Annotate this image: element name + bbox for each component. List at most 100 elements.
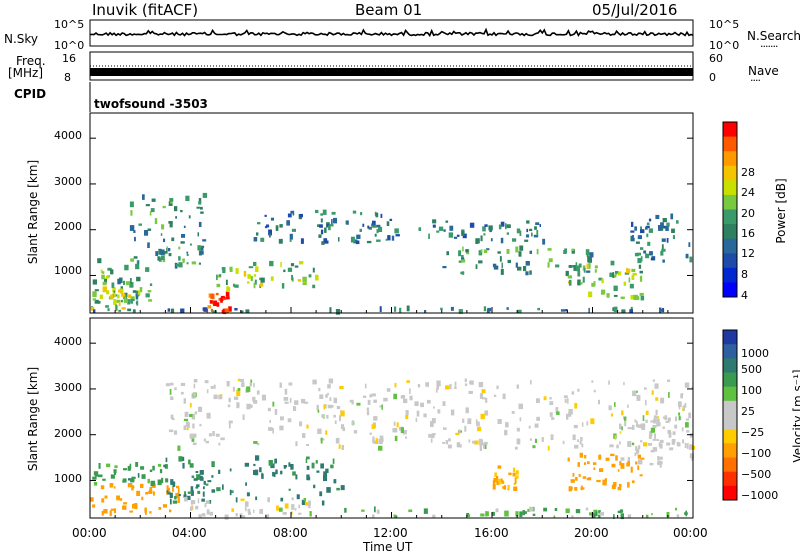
heatmap-cell bbox=[215, 292, 219, 296]
heatmap-cell bbox=[303, 401, 309, 404]
heatmap-cell bbox=[505, 422, 509, 428]
heatmap-cell bbox=[613, 294, 618, 297]
heatmap-cell bbox=[183, 494, 187, 498]
vel-cb-tick: −25 bbox=[741, 426, 765, 439]
heatmap-cell bbox=[303, 498, 307, 502]
heatmap-cell bbox=[204, 380, 209, 384]
power-cb-tick: 28 bbox=[741, 166, 755, 179]
heatmap-cell bbox=[183, 425, 187, 431]
heatmap-cell bbox=[182, 258, 185, 262]
heatmap-cell bbox=[366, 407, 369, 411]
power-colorbar-segment bbox=[723, 238, 737, 254]
heatmap-cell bbox=[674, 424, 678, 429]
heatmap-cell bbox=[505, 223, 507, 230]
heatmap-cell bbox=[638, 445, 641, 449]
heatmap-cell bbox=[639, 275, 643, 282]
heatmap-cell bbox=[131, 485, 135, 489]
heatmap-cell bbox=[280, 262, 282, 268]
velocity-colorbar-segment bbox=[723, 386, 737, 402]
heatmap-cell bbox=[372, 514, 375, 519]
heatmap-cell bbox=[248, 266, 254, 269]
heatmap-cell bbox=[269, 419, 271, 423]
heatmap-cell bbox=[203, 438, 206, 442]
vel-ytick-3000: 3000 bbox=[54, 381, 82, 394]
power-colorbar-segment bbox=[723, 151, 737, 167]
frequency-band bbox=[90, 68, 693, 76]
heatmap-cell bbox=[280, 470, 283, 475]
heatmap-cell bbox=[541, 437, 544, 442]
heatmap-cell bbox=[92, 476, 97, 480]
heatmap-cell bbox=[499, 256, 502, 262]
heatmap-cell bbox=[155, 251, 159, 256]
velocity-colorbar-segment bbox=[723, 400, 737, 416]
heatmap-cell bbox=[604, 478, 607, 482]
heatmap-cell bbox=[331, 211, 336, 215]
heatmap-cell bbox=[177, 488, 180, 494]
heatmap-cell bbox=[236, 389, 239, 394]
heatmap-cell bbox=[178, 456, 183, 462]
heatmap-cell bbox=[536, 416, 540, 421]
heatmap-cell bbox=[309, 511, 312, 517]
heatmap-cell bbox=[311, 462, 315, 469]
heatmap-cell bbox=[206, 412, 211, 419]
heatmap-cell bbox=[596, 479, 601, 483]
heatmap-cell bbox=[254, 469, 259, 476]
heatmap-cell bbox=[100, 269, 103, 274]
heatmap-cell bbox=[325, 430, 328, 435]
xlabel: Time UT bbox=[363, 540, 413, 554]
heatmap-cell bbox=[211, 461, 215, 467]
heatmap-cell bbox=[507, 259, 511, 264]
heatmap-cell bbox=[589, 252, 594, 258]
heatmap-cell bbox=[317, 224, 320, 227]
heatmap-cell bbox=[211, 489, 216, 493]
heatmap-cell bbox=[298, 504, 301, 509]
heatmap-cell bbox=[630, 230, 635, 233]
heatmap-cell bbox=[128, 294, 132, 298]
heatmap-cell bbox=[547, 248, 552, 251]
heatmap-cell bbox=[138, 290, 141, 295]
heatmap-cell bbox=[178, 246, 181, 250]
heatmap-cell bbox=[253, 382, 255, 388]
heatmap-cell bbox=[619, 431, 622, 434]
heatmap-cell bbox=[292, 471, 296, 476]
velocity-colorbar-segment bbox=[723, 372, 737, 388]
heatmap-cell bbox=[574, 402, 578, 409]
heatmap-cell bbox=[504, 510, 509, 517]
heatmap-cell bbox=[608, 405, 612, 411]
heatmap-cell bbox=[265, 514, 270, 519]
heatmap-cell bbox=[485, 397, 488, 403]
heatmap-cell bbox=[356, 402, 361, 406]
heatmap-cell bbox=[588, 257, 592, 263]
heatmap-cell bbox=[571, 515, 574, 519]
heatmap-cell bbox=[450, 306, 454, 311]
heatmap-cell bbox=[635, 241, 640, 244]
heatmap-cell bbox=[359, 228, 362, 232]
heatmap-cell bbox=[280, 416, 284, 421]
heatmap-cell bbox=[483, 441, 488, 445]
heatmap-cell bbox=[94, 289, 99, 292]
heatmap-cell bbox=[182, 260, 185, 264]
heatmap-cell bbox=[268, 460, 273, 466]
heatmap-cell bbox=[94, 299, 99, 304]
heatmap-cell bbox=[192, 442, 197, 446]
heatmap-cell bbox=[157, 256, 160, 261]
heatmap-cell bbox=[379, 435, 384, 440]
heatmap-cell bbox=[207, 305, 212, 309]
heatmap-cell bbox=[247, 274, 251, 279]
heatmap-cell bbox=[651, 513, 653, 516]
heatmap-cell bbox=[666, 222, 670, 227]
heatmap-cell bbox=[226, 287, 231, 292]
heatmap-cell bbox=[563, 395, 568, 399]
heatmap-cell bbox=[634, 452, 637, 457]
heatmap-cell bbox=[420, 402, 424, 408]
heatmap-cell bbox=[395, 234, 400, 237]
heatmap-cell bbox=[221, 267, 224, 270]
heatmap-cell bbox=[503, 485, 507, 490]
heatmap-cell bbox=[191, 261, 197, 265]
heatmap-cell bbox=[581, 443, 584, 448]
heatmap-cell bbox=[269, 233, 271, 238]
heatmap-cell bbox=[423, 508, 428, 514]
heatmap-cell bbox=[631, 268, 636, 272]
heatmap-cell bbox=[405, 436, 408, 439]
heatmap-cell bbox=[613, 274, 617, 278]
